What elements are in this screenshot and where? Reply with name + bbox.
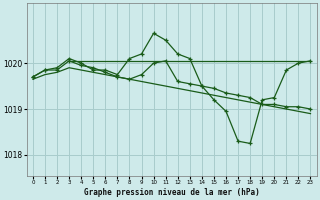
X-axis label: Graphe pression niveau de la mer (hPa): Graphe pression niveau de la mer (hPa) [84,188,260,197]
